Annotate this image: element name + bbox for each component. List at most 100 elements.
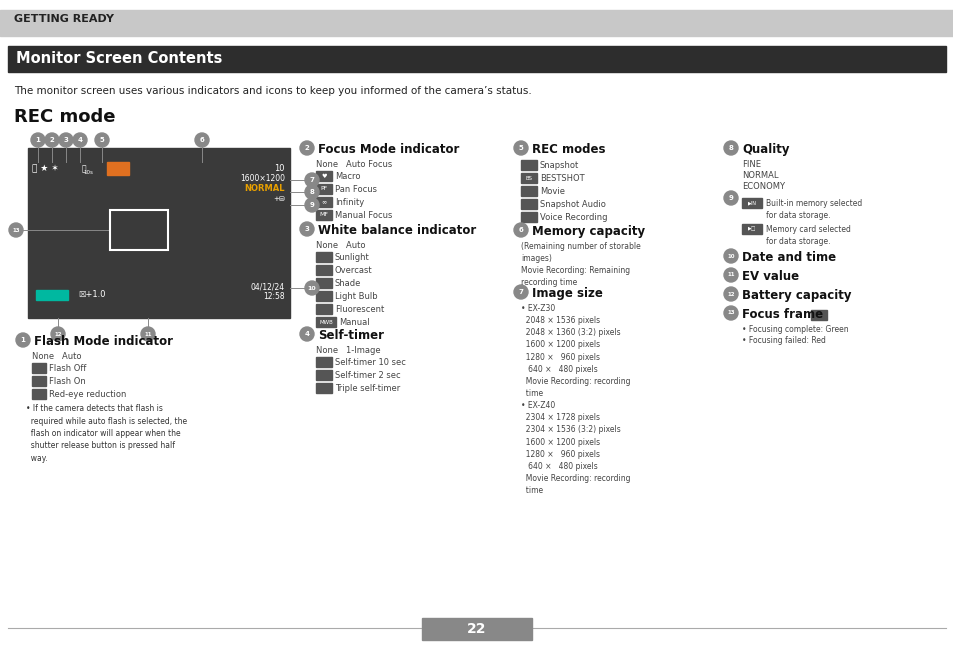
- Bar: [315, 210, 332, 220]
- Text: Manual: Manual: [338, 318, 369, 327]
- Bar: [520, 173, 537, 183]
- Text: 1600×1200: 1600×1200: [240, 174, 285, 183]
- Text: Battery capacity: Battery capacity: [741, 289, 851, 302]
- Circle shape: [305, 173, 318, 187]
- Text: 12: 12: [54, 331, 62, 337]
- Text: PF: PF: [320, 187, 327, 191]
- Circle shape: [305, 185, 318, 199]
- Text: Shade: Shade: [335, 279, 361, 288]
- Text: ∞: ∞: [321, 200, 326, 205]
- Bar: [315, 291, 332, 301]
- Text: None   Auto: None Auto: [315, 241, 365, 250]
- Circle shape: [9, 223, 23, 237]
- Bar: [107, 162, 129, 175]
- Text: Monitor Screen Contents: Monitor Screen Contents: [16, 51, 222, 66]
- Text: 22: 22: [467, 622, 486, 636]
- Bar: [421, 618, 532, 640]
- Circle shape: [723, 287, 738, 301]
- Bar: [28, 148, 290, 318]
- Text: 10s: 10s: [83, 170, 92, 175]
- Text: Memory capacity: Memory capacity: [532, 225, 644, 238]
- Bar: [36, 290, 68, 300]
- Text: (Remaining number of storable
images)
Movie Recording: Remaining
recording time: (Remaining number of storable images) Mo…: [520, 242, 640, 287]
- Circle shape: [51, 327, 65, 341]
- Circle shape: [299, 327, 314, 341]
- Text: 9: 9: [728, 195, 733, 201]
- Text: REC modes: REC modes: [532, 143, 605, 156]
- Text: for data storage.: for data storage.: [765, 211, 830, 220]
- Bar: [315, 370, 332, 380]
- Text: 13: 13: [726, 311, 734, 315]
- Circle shape: [59, 133, 73, 147]
- Text: ▶IN: ▶IN: [747, 200, 756, 205]
- Bar: [110, 210, 168, 250]
- Text: 11: 11: [726, 273, 734, 278]
- Text: Date and time: Date and time: [741, 251, 835, 264]
- Text: • EX-Z30
  2048 × 1536 pixels
  2048 × 1360 (3:2) pixels
  1600 × 1200 pixels
  : • EX-Z30 2048 × 1536 pixels 2048 × 1360 …: [520, 304, 630, 495]
- Text: EV value: EV value: [741, 270, 799, 283]
- Circle shape: [723, 249, 738, 263]
- Text: • If the camera detects that flash is
  required while auto flash is selected, t: • If the camera detects that flash is re…: [26, 404, 187, 463]
- Circle shape: [95, 133, 109, 147]
- Text: 7: 7: [518, 289, 523, 295]
- Circle shape: [723, 191, 738, 205]
- Bar: [315, 383, 332, 393]
- Text: Movie: Movie: [539, 187, 564, 196]
- Text: Focus frame: Focus frame: [741, 308, 822, 321]
- Text: Flash Mode indicator: Flash Mode indicator: [34, 335, 172, 348]
- Text: 3: 3: [304, 226, 309, 232]
- Circle shape: [16, 333, 30, 347]
- Text: ▶□: ▶□: [747, 227, 756, 231]
- Text: Snapshot Audio: Snapshot Audio: [539, 200, 605, 209]
- Text: Self-timer: Self-timer: [317, 329, 384, 342]
- Text: The monitor screen uses various indicators and icons to keep you informed of the: The monitor screen uses various indicato…: [14, 86, 531, 96]
- Text: 6: 6: [199, 137, 204, 143]
- Text: White balance indicator: White balance indicator: [317, 224, 476, 237]
- Text: REC mode: REC mode: [14, 108, 115, 126]
- Text: 11: 11: [144, 331, 152, 337]
- Circle shape: [305, 198, 318, 212]
- Bar: [520, 212, 537, 222]
- Circle shape: [305, 281, 318, 295]
- Text: 8: 8: [309, 189, 314, 195]
- Text: Built-in memory selected: Built-in memory selected: [765, 199, 862, 208]
- Circle shape: [45, 133, 59, 147]
- Text: NORMAL: NORMAL: [244, 184, 285, 193]
- Bar: [520, 186, 537, 196]
- Text: 12:58: 12:58: [263, 292, 285, 301]
- Bar: [8, 46, 945, 72]
- Bar: [810, 310, 826, 320]
- Text: 7: 7: [309, 177, 314, 183]
- Bar: [315, 197, 332, 207]
- Text: 2: 2: [304, 145, 309, 151]
- Bar: [32, 363, 46, 373]
- Text: for data storage.: for data storage.: [765, 237, 830, 246]
- Text: Macro: Macro: [335, 172, 360, 181]
- Circle shape: [723, 268, 738, 282]
- Text: Sunlight: Sunlight: [335, 253, 370, 262]
- Text: ⏰: ⏰: [82, 164, 87, 173]
- Text: Infinity: Infinity: [335, 198, 364, 207]
- Text: Self-timer 10 sec: Self-timer 10 sec: [335, 358, 405, 367]
- Text: MF: MF: [319, 213, 328, 218]
- Text: 9: 9: [309, 202, 314, 208]
- Bar: [32, 389, 46, 399]
- Text: Red-eye reduction: Red-eye reduction: [49, 390, 126, 399]
- Bar: [741, 198, 761, 208]
- Text: ♥: ♥: [321, 174, 327, 178]
- Circle shape: [299, 141, 314, 155]
- Circle shape: [299, 222, 314, 236]
- Text: • Focusing complete: Green: • Focusing complete: Green: [741, 325, 848, 334]
- Text: 4: 4: [304, 331, 309, 337]
- Bar: [315, 171, 332, 181]
- Text: ⓐ ★ ✶: ⓐ ★ ✶: [32, 164, 59, 173]
- Text: MWB: MWB: [319, 320, 333, 324]
- Bar: [32, 376, 46, 386]
- Text: 1: 1: [35, 137, 40, 143]
- Text: ☒+1.0: ☒+1.0: [78, 290, 106, 299]
- Text: BESTSHOT: BESTSHOT: [539, 174, 584, 183]
- Bar: [0, 10, 953, 36]
- Text: 3: 3: [64, 137, 69, 143]
- Text: Memory card selected: Memory card selected: [765, 225, 850, 234]
- Text: 04/12/24: 04/12/24: [251, 282, 285, 291]
